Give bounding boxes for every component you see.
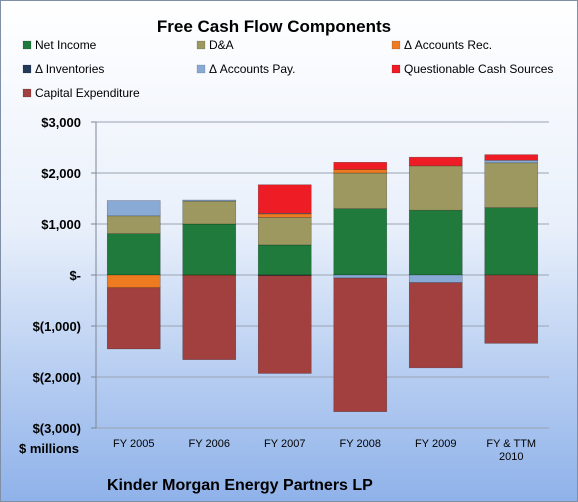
bar-segment	[333, 208, 388, 276]
x-tick-label-line: FY 2005	[113, 438, 154, 450]
chart-title: Free Cash Flow Components	[157, 17, 391, 36]
company-name: Kinder Morgan Energy Partners LP	[107, 477, 373, 494]
legend-label: Questionable Cash Sources	[404, 62, 553, 76]
bar-segment	[257, 213, 312, 218]
x-tick-label-line: FY 2009	[415, 438, 456, 450]
x-tick-label-line: FY & TTM	[486, 438, 536, 450]
legend-label: Net Income	[35, 38, 97, 52]
bar-segment	[333, 274, 388, 279]
bar-segment	[408, 209, 463, 276]
legend-label: Δ Inventories	[35, 62, 104, 76]
bar-segment	[408, 282, 463, 369]
y-tick-label: $(2,000)	[33, 370, 81, 385]
x-tick-label-line: FY 2006	[189, 438, 230, 450]
bar-segment	[484, 159, 539, 164]
x-tick-label: FY 2009	[415, 438, 456, 450]
legend: Net Income D&A Δ Accounts Rec. Δ Inventorie…	[22, 38, 553, 100]
bar-segment	[333, 277, 388, 412]
legend-swatch	[391, 64, 401, 74]
bar-segment	[182, 199, 237, 202]
legend-label: D&A	[209, 38, 234, 52]
y-tick-label: $2,000	[41, 166, 81, 181]
bar-segment	[106, 274, 161, 289]
bar-segment	[333, 161, 388, 170]
bar-segment	[484, 207, 539, 276]
legend-swatch	[22, 64, 32, 74]
legend-swatch	[22, 40, 32, 50]
x-tick-label: FY 2005	[113, 438, 154, 450]
x-tick-label: FY 2006	[189, 438, 230, 450]
x-tick-label: FY 2008	[340, 438, 381, 450]
bar-segment	[182, 275, 237, 360]
bar-segment	[333, 172, 388, 210]
y-tick-label: $-	[69, 268, 81, 283]
bar-segment	[106, 215, 161, 234]
y-axis: $3,000 $2,000 $1,000 $- $(1,000) $(2,000) $(3,…	[33, 115, 97, 436]
bar-segment	[257, 275, 312, 374]
y-tick-label: $(3,000)	[33, 421, 81, 436]
bar-segment	[257, 217, 312, 246]
bar-segment	[182, 223, 237, 276]
legend-label: Δ Accounts Rec.	[404, 38, 492, 52]
bar-segment	[408, 274, 463, 283]
x-tick-label: FY 2007	[264, 438, 305, 450]
legend-swatch	[196, 40, 206, 50]
bar-segment	[333, 169, 388, 174]
x-tick-label: FY & TTM 2010	[486, 438, 536, 463]
x-tick-label-line: FY 2008	[340, 438, 381, 450]
bar-segment	[408, 165, 463, 211]
legend-swatch	[391, 40, 401, 50]
bar-segment	[182, 200, 237, 225]
bar-segment	[257, 244, 312, 276]
legend-swatch	[196, 64, 206, 74]
y-tick-label: $(1,000)	[33, 319, 81, 334]
bar-segment	[484, 154, 539, 161]
legend-label: Capital Expenditure	[35, 86, 140, 100]
x-tick-label-line: 2010	[499, 451, 523, 463]
bar-segment	[484, 274, 539, 344]
bars	[106, 154, 539, 412]
bar-segment	[408, 156, 463, 167]
bar-segment	[106, 200, 161, 217]
bar-segment	[257, 184, 312, 214]
unit-label: $ millions	[19, 441, 79, 456]
legend-swatch	[22, 88, 32, 98]
y-tick-label: $3,000	[41, 115, 81, 130]
bar-segment	[106, 287, 161, 350]
bar-segment	[106, 233, 161, 276]
y-tick-label: $1,000	[41, 217, 81, 232]
x-axis: FY 2005 FY 2006 FY 2007 FY 2008 FY 2009 FY & …	[113, 438, 536, 463]
gridlines	[96, 121, 549, 429]
legend-label: Δ Accounts Pay.	[209, 62, 296, 76]
x-tick-label-line: FY 2007	[264, 438, 305, 450]
bar-segment	[484, 162, 539, 208]
